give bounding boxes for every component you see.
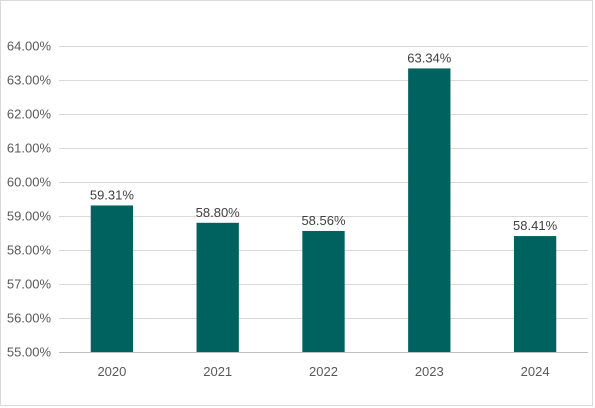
bars bbox=[90, 68, 557, 352]
y-tick-label-7: 62.00% bbox=[7, 107, 52, 122]
gridlines bbox=[59, 46, 588, 353]
x-tick-label-2023: 2023 bbox=[415, 364, 444, 379]
y-tick-label-0: 55.00% bbox=[7, 345, 52, 360]
bar-2022 bbox=[302, 230, 345, 352]
x-tick-label-2021: 2021 bbox=[203, 364, 232, 379]
bar-2020 bbox=[90, 205, 134, 352]
data-label-2023: 63.34% bbox=[407, 50, 452, 65]
y-tick-label-9: 64.00% bbox=[7, 39, 52, 54]
bar-2021 bbox=[196, 222, 239, 352]
y-tick-label-3: 58.00% bbox=[7, 243, 52, 258]
y-tick-label-6: 61.00% bbox=[7, 141, 52, 156]
x-tick-label-2020: 2020 bbox=[97, 364, 126, 379]
y-tick-label-5: 60.00% bbox=[7, 175, 52, 190]
data-labels: 59.31% 58.80% 58.56% 63.34% 58.41% bbox=[90, 50, 558, 233]
data-label-2024: 58.41% bbox=[513, 218, 558, 233]
x-axis-tick-labels: 2020 2021 2022 2023 2024 bbox=[97, 364, 549, 379]
x-tick-label-2024: 2024 bbox=[521, 364, 550, 379]
y-tick-label-8: 63.00% bbox=[7, 73, 52, 88]
y-tick-label-2: 57.00% bbox=[7, 277, 52, 292]
data-label-2022: 58.56% bbox=[301, 213, 346, 228]
bar-2023 bbox=[408, 68, 451, 352]
data-label-2020: 59.31% bbox=[90, 187, 135, 202]
data-label-2021: 58.80% bbox=[196, 205, 241, 220]
x-tick-label-2022: 2022 bbox=[309, 364, 338, 379]
bar-2024 bbox=[513, 236, 557, 352]
y-axis-tick-labels: 55.00% 56.00% 57.00% 58.00% 59.00% 60.00% 61.0… bbox=[7, 39, 52, 360]
y-tick-label-1: 56.00% bbox=[7, 311, 52, 326]
y-tick-label-4: 59.00% bbox=[7, 209, 52, 224]
